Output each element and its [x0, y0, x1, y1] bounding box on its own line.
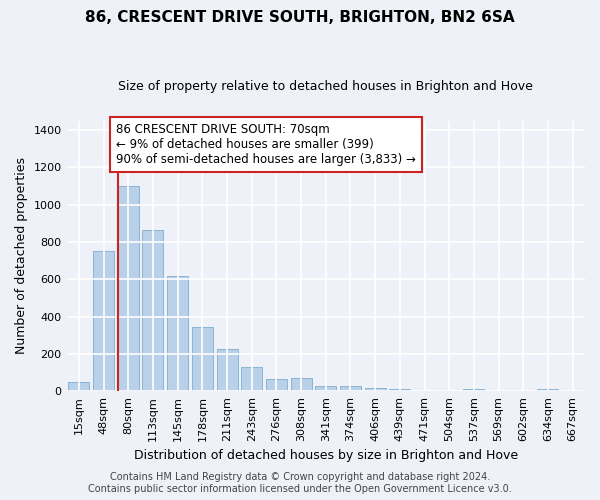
Bar	[266, 379, 287, 392]
Text: 86 CRESCENT DRIVE SOUTH: 70sqm
← 9% of detached houses are smaller (399)
90% of : 86 CRESCENT DRIVE SOUTH: 70sqm ← 9% of d…	[116, 124, 416, 166]
Bar	[241, 367, 262, 392]
Bar	[389, 389, 410, 392]
Bar	[538, 389, 559, 392]
Bar	[290, 378, 311, 392]
Bar	[340, 386, 361, 392]
Bar	[167, 276, 188, 392]
Title: Size of property relative to detached houses in Brighton and Hove: Size of property relative to detached ho…	[118, 80, 533, 93]
X-axis label: Distribution of detached houses by size in Brighton and Hove: Distribution of detached houses by size …	[134, 450, 518, 462]
Bar	[68, 382, 89, 392]
Bar	[315, 386, 336, 392]
Bar	[93, 252, 114, 392]
Bar	[142, 230, 163, 392]
Bar	[365, 388, 386, 392]
Text: 86, CRESCENT DRIVE SOUTH, BRIGHTON, BN2 6SA: 86, CRESCENT DRIVE SOUTH, BRIGHTON, BN2 …	[85, 10, 515, 25]
Y-axis label: Number of detached properties: Number of detached properties	[15, 158, 28, 354]
Bar	[217, 348, 238, 392]
Text: Contains HM Land Registry data © Crown copyright and database right 2024.
Contai: Contains HM Land Registry data © Crown c…	[88, 472, 512, 494]
Bar	[192, 327, 213, 392]
Bar	[118, 186, 139, 392]
Bar	[463, 390, 484, 392]
